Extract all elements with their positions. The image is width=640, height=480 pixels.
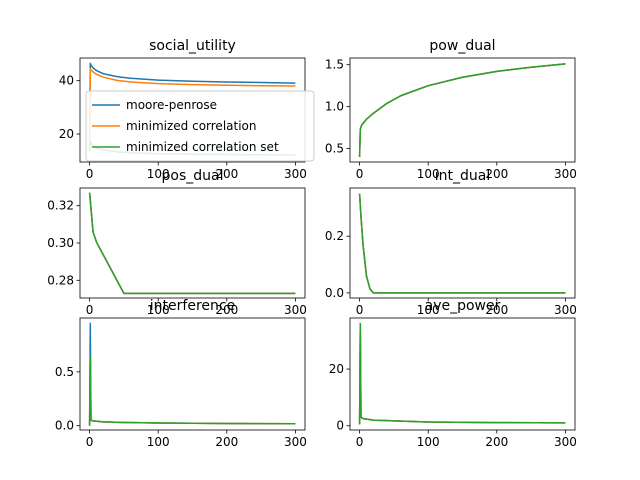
pos-dual-xtick-label: 100 (147, 303, 170, 317)
int-dual-xtick-label: 0 (356, 303, 364, 317)
pos-dual-xtick-label: 0 (86, 303, 94, 317)
pow-dual-xtick-label: 200 (485, 167, 508, 181)
ave-power-xtick-label: 300 (554, 435, 577, 449)
int-dual-xtick-label: 100 (417, 303, 440, 317)
pos-dual-ytick-label: 0.28 (47, 273, 74, 287)
social-utility-ytick-label: 20 (59, 127, 74, 141)
ave-power-xtick-label: 100 (417, 435, 440, 449)
pos-dual-series-minimized-correlation-set (88, 192, 296, 295)
subplot-interference: interference 0 100 200 300 0.0 0.5 (55, 298, 307, 449)
legend-label-minimized-correlation-set: minimized correlation set (126, 140, 279, 154)
pow-dual-series-minimized-correlation-set (358, 63, 566, 157)
social-utility-series-minimized-correlation (88, 67, 296, 151)
social-utility-xtick-label: 100 (147, 167, 170, 181)
pow-dual-ytick-label: 1.0 (325, 100, 344, 114)
interference-ytick-label: 0.5 (55, 365, 74, 379)
interference-ytick-label: 0.0 (55, 419, 74, 433)
pos-dual-ytick-label: 0.30 (47, 236, 74, 250)
ave-power-ytick-label: 0 (336, 419, 344, 433)
ave-power-axes-frame (349, 317, 576, 431)
interference-title: interference (150, 298, 235, 314)
ave-power-title: ave_power (425, 298, 501, 314)
social-utility-xtick-label: 300 (284, 167, 307, 181)
social-utility-series-moore-penrose (88, 62, 296, 151)
ave-power-ytick-label: 20 (329, 362, 344, 376)
legend-box (85, 90, 315, 162)
pow-dual-xtick-label: 300 (554, 167, 577, 181)
legend-label-minimized-correlation: minimized correlation (126, 119, 257, 133)
pos-dual-xtick-label: 200 (215, 303, 238, 317)
int-dual-ytick-label: 0.2 (325, 229, 344, 243)
pos-dual-xtick-label: 300 (284, 303, 307, 317)
pow-dual-xtick-label: 100 (417, 167, 440, 181)
legend: moore-penrose minimized correlation minimi… (85, 90, 315, 162)
ave-power-series-minimized-correlation-set (358, 322, 566, 425)
interference-xtick-label: 100 (147, 435, 170, 449)
pow-dual-title: pow_dual (429, 38, 495, 54)
int-dual-xtick-label: 300 (554, 303, 577, 317)
pow-dual-ytick-label: 0.5 (325, 142, 344, 156)
interference-series-minimized-correlation-set (88, 354, 296, 426)
interference-xtick-label: 0 (86, 435, 94, 449)
int-dual-axes-frame (349, 187, 576, 299)
subplot-pow-dual: pow_dual 0 100 200 300 0.5 1.0 1.5 (325, 38, 577, 181)
subplot-ave-power: ave_power 0 100 200 300 0 20 (329, 298, 577, 449)
ave-power-xtick-label: 0 (356, 435, 364, 449)
pow-dual-ytick-label: 1.5 (325, 58, 344, 72)
social-utility-ytick-label: 40 (59, 74, 74, 88)
interference-axes-frame (79, 317, 306, 431)
pos-dual-ytick-label: 0.32 (47, 199, 74, 213)
int-dual-ytick-label: 0.0 (325, 286, 344, 300)
pow-dual-axes-frame (349, 57, 576, 163)
pos-dual-title: pos_dual (162, 168, 224, 184)
social-utility-title: social_utility (149, 38, 236, 54)
interference-xtick-label: 200 (215, 435, 238, 449)
int-dual-series-minimized-correlation-set (358, 193, 566, 294)
subplot-pos-dual: pos_dual 0 100 200 300 0.28 0.30 0.32 (47, 168, 307, 317)
social-utility-xtick-label: 200 (215, 167, 238, 181)
int-dual-xtick-label: 200 (485, 303, 508, 317)
subplot-int-dual: int_dual 0 100 200 300 0.0 0.2 (325, 168, 577, 317)
ave-power-xtick-label: 200 (485, 435, 508, 449)
legend-label-moore-penrose: moore-penrose (126, 98, 217, 112)
interference-xtick-label: 300 (284, 435, 307, 449)
subplot-social-utility: social_utility 0 100 200 300 20 40 (59, 38, 307, 181)
int-dual-title: int_dual (435, 168, 490, 184)
social-utility-xtick-label: 0 (86, 167, 94, 181)
pow-dual-xtick-label: 0 (356, 167, 364, 181)
